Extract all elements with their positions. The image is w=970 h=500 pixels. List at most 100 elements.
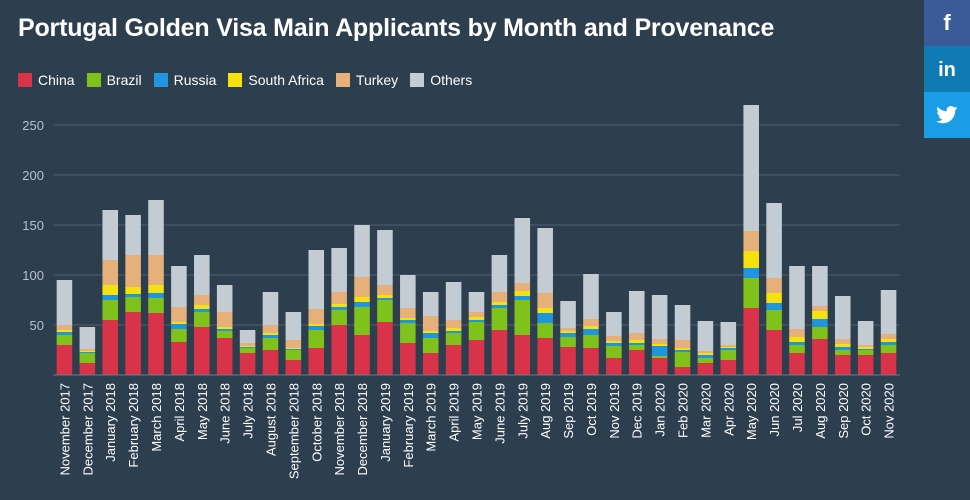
bar-segment-china — [354, 335, 370, 375]
bar-segment-others — [171, 266, 187, 307]
bar-segment-brazil — [239, 348, 256, 353]
x-tick-label: Sep 2020 — [836, 383, 851, 439]
legend-label: Turkey — [355, 72, 399, 88]
bar-segment-south-africa — [285, 348, 302, 349]
bar-segment-russia — [125, 294, 141, 297]
bar-segment-south-africa — [628, 340, 645, 343]
bar-segment-south-africa — [216, 327, 233, 329]
legend-swatch — [228, 73, 243, 87]
bar-segment-south-africa — [583, 326, 599, 329]
bar-segment-others — [400, 275, 416, 308]
legend-swatch — [410, 73, 425, 87]
bar-segment-brazil — [194, 312, 210, 327]
bar-segment-russia — [148, 293, 164, 298]
bar-segment-turkey — [857, 345, 874, 347]
bar-segment-russia — [79, 352, 96, 353]
bar-segment-russia — [308, 326, 325, 330]
bar-segment-south-africa — [812, 311, 828, 319]
bar-segment-china — [491, 330, 508, 375]
bar-segment-south-africa — [331, 304, 347, 307]
x-tick-label: Apr 2020 — [721, 383, 736, 436]
x-tick-label: May 2018 — [195, 383, 210, 440]
bar-segment-brazil — [148, 298, 164, 313]
bar-segment-china — [606, 358, 622, 375]
bar-segment-others — [148, 200, 164, 255]
bar-segment-china — [285, 360, 302, 375]
bar-segment-south-africa — [537, 308, 553, 313]
bar-segment-brazil — [216, 331, 233, 338]
bar-segment-others — [468, 292, 485, 312]
bar-segment-russia — [171, 324, 187, 329]
bar-segment-others — [674, 305, 691, 340]
bar-segment-turkey — [308, 309, 325, 324]
bar-segment-china — [331, 325, 347, 375]
bar-segment-others — [628, 291, 645, 333]
bar-segment-russia — [720, 348, 737, 350]
bar-segment-russia — [743, 268, 759, 278]
bar-segment-russia — [560, 333, 576, 337]
bar-segment-russia — [422, 333, 439, 338]
x-tick-label: Nov 2020 — [882, 383, 897, 439]
bar-segment-brazil — [743, 278, 759, 308]
linkedin-share-button[interactable]: in — [924, 46, 970, 92]
bar-segment-china — [56, 345, 73, 375]
bar-segment-turkey — [560, 328, 576, 331]
x-tick-label: Feb 2020 — [676, 383, 691, 438]
bar-segment-brazil — [857, 350, 874, 355]
bar-segment-china — [880, 353, 897, 375]
bar-segment-china — [400, 343, 416, 375]
x-tick-label: November 2017 — [57, 383, 72, 476]
bar-segment-china — [514, 335, 531, 375]
bar-segment-brazil — [720, 350, 737, 360]
y-tick-label: 150 — [22, 218, 44, 233]
legend-item: Turkey — [335, 72, 399, 88]
bar-segment-turkey — [331, 292, 347, 304]
bar-segment-south-africa — [857, 347, 874, 349]
x-tick-label: February 2018 — [126, 383, 141, 468]
x-tick-label: April 2018 — [172, 383, 187, 442]
bar-segment-others — [79, 327, 96, 349]
bar-segment-china — [537, 338, 553, 375]
x-tick-label: June 2018 — [218, 383, 233, 444]
bar-segment-others — [834, 296, 851, 339]
x-tick-label: Jun 2020 — [767, 383, 782, 437]
bar-segment-others — [194, 255, 210, 295]
bar-segment-china — [834, 355, 851, 375]
bar-segment-china — [583, 348, 599, 375]
bar-segment-south-africa — [171, 322, 187, 324]
bar-segment-russia — [194, 309, 210, 312]
bar-segment-turkey — [697, 351, 714, 353]
bar-segment-china — [171, 342, 187, 375]
bar-segment-turkey — [651, 339, 668, 344]
bar-segment-others — [491, 255, 508, 292]
bar-segment-others — [606, 312, 622, 336]
bar-segment-brazil — [628, 345, 645, 350]
legend-item: Brazil — [86, 72, 142, 88]
bar-segment-turkey — [148, 255, 164, 285]
x-tick-label: February 2019 — [401, 383, 416, 468]
bar-segment-south-africa — [560, 331, 576, 333]
y-tick-label: 50 — [30, 318, 44, 333]
bar-segment-south-africa — [79, 351, 96, 352]
x-tick-label: Jan 2020 — [653, 383, 668, 437]
legend-label: Brazil — [106, 72, 142, 88]
bar-segment-south-africa — [400, 318, 416, 320]
bar-segment-brazil — [560, 337, 576, 347]
bar-segment-others — [239, 330, 256, 343]
bar-segment-brazil — [354, 307, 370, 335]
bar-segment-russia — [834, 347, 851, 350]
twitter-share-button[interactable] — [924, 92, 970, 138]
bar-segment-south-africa — [606, 341, 622, 343]
x-tick-label: October 2018 — [309, 383, 324, 462]
bar-segment-turkey — [445, 320, 462, 328]
bar-segment-others — [331, 248, 347, 292]
bar-segment-china — [857, 355, 874, 375]
bar-segment-russia — [651, 346, 668, 356]
social-share-bar: f in — [924, 0, 970, 138]
y-tick-label: 100 — [22, 268, 44, 283]
bar-segment-brazil — [400, 323, 416, 343]
bar-segment-turkey — [194, 295, 210, 305]
bar-segment-south-africa — [125, 287, 141, 294]
facebook-share-button[interactable]: f — [924, 0, 970, 46]
x-tick-label: Nov 2019 — [607, 383, 622, 439]
